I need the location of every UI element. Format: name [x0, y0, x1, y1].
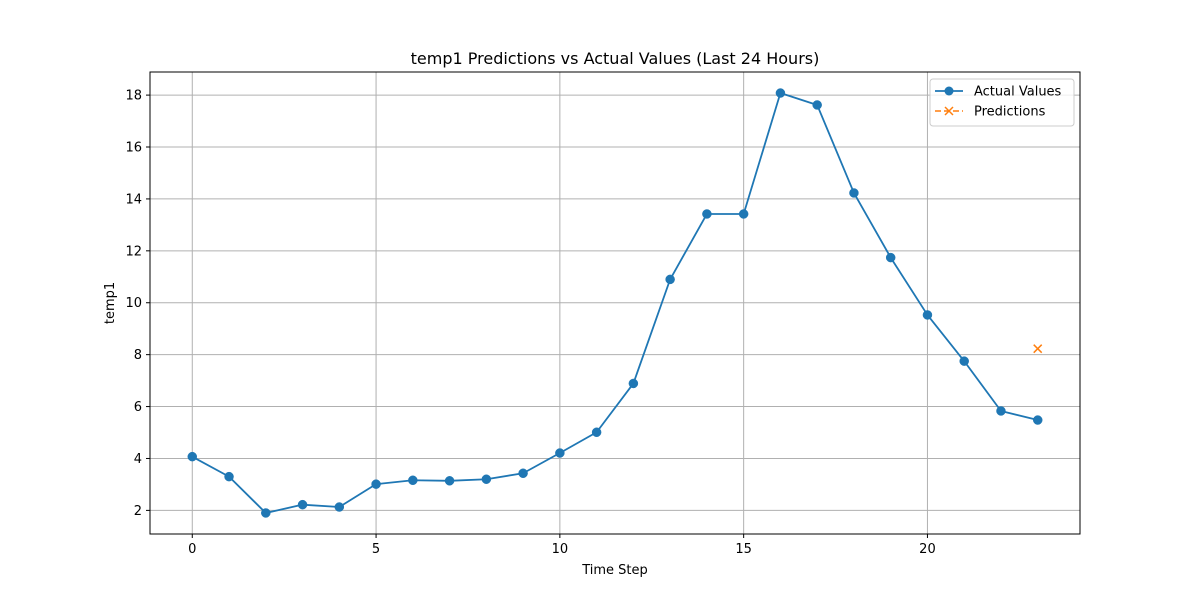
actual-value-point [408, 475, 418, 486]
x-axis-label: Time Step [581, 563, 648, 578]
legend-label-predictions: Predictions [974, 105, 1046, 120]
actual-value-point [665, 274, 675, 285]
actual-value-point [224, 471, 234, 482]
actual-value-point [591, 427, 602, 438]
actual-value-point [812, 100, 822, 110]
x-tick-label: 5 [372, 542, 380, 557]
actual-value-point [371, 479, 381, 489]
x-tick-label: 20 [919, 542, 936, 557]
actual-value-point [444, 476, 455, 486]
y-tick-label: 12 [125, 244, 142, 259]
legend-box [929, 78, 1075, 127]
y-axis-label: temp1 [103, 282, 118, 324]
actual-value-point [702, 209, 712, 219]
y-tick-label: 16 [125, 141, 142, 156]
actual-value-point [297, 499, 308, 510]
actual-value-point [555, 448, 565, 458]
y-tick-label: 8 [134, 348, 142, 363]
actual-value-point [1032, 415, 1043, 425]
x-tick-label: 15 [735, 542, 752, 557]
y-tick-label: 6 [134, 400, 142, 415]
actual-value-point [481, 474, 492, 484]
y-tick-label: 14 [125, 192, 142, 207]
series-layer [187, 88, 1043, 518]
grid-lines [150, 72, 1080, 534]
actual-value-point [849, 188, 859, 198]
legend: Actual Values Predictions [929, 78, 1075, 127]
actual-value-point [334, 502, 345, 512]
prediction-x-stroke [1033, 344, 1043, 354]
actual-value-point [885, 252, 896, 263]
actual-value-point [922, 310, 933, 320]
actual-value-point [261, 508, 271, 518]
y-tick-label: 10 [125, 296, 142, 311]
y-tick-label: 2 [134, 504, 142, 519]
axis-ticks: 0 5 10 15 20 2 4 6 8 10 12 14 16 18 [125, 89, 935, 557]
legend-predictions-marker [944, 106, 954, 116]
actual-values-line [191, 92, 1038, 514]
actual-value-point [996, 406, 1006, 416]
prediction-point [1033, 344, 1043, 354]
actual-value-point [738, 209, 749, 219]
y-tick-label: 18 [125, 89, 142, 104]
y-tick-label: 4 [134, 452, 142, 467]
actual-value-point [959, 356, 969, 366]
actual-value-point [628, 378, 639, 389]
chart-title: temp1 Predictions vs Actual Values (Last… [411, 49, 820, 68]
actual-value-point [775, 88, 786, 98]
x-tick-label: 0 [188, 542, 196, 557]
legend-label-actual: Actual Values [974, 85, 1062, 100]
legend-actual-marker [944, 86, 954, 96]
actual-value-point [518, 468, 528, 479]
actual-value-point [187, 451, 198, 462]
x-tick-label: 10 [552, 542, 569, 557]
